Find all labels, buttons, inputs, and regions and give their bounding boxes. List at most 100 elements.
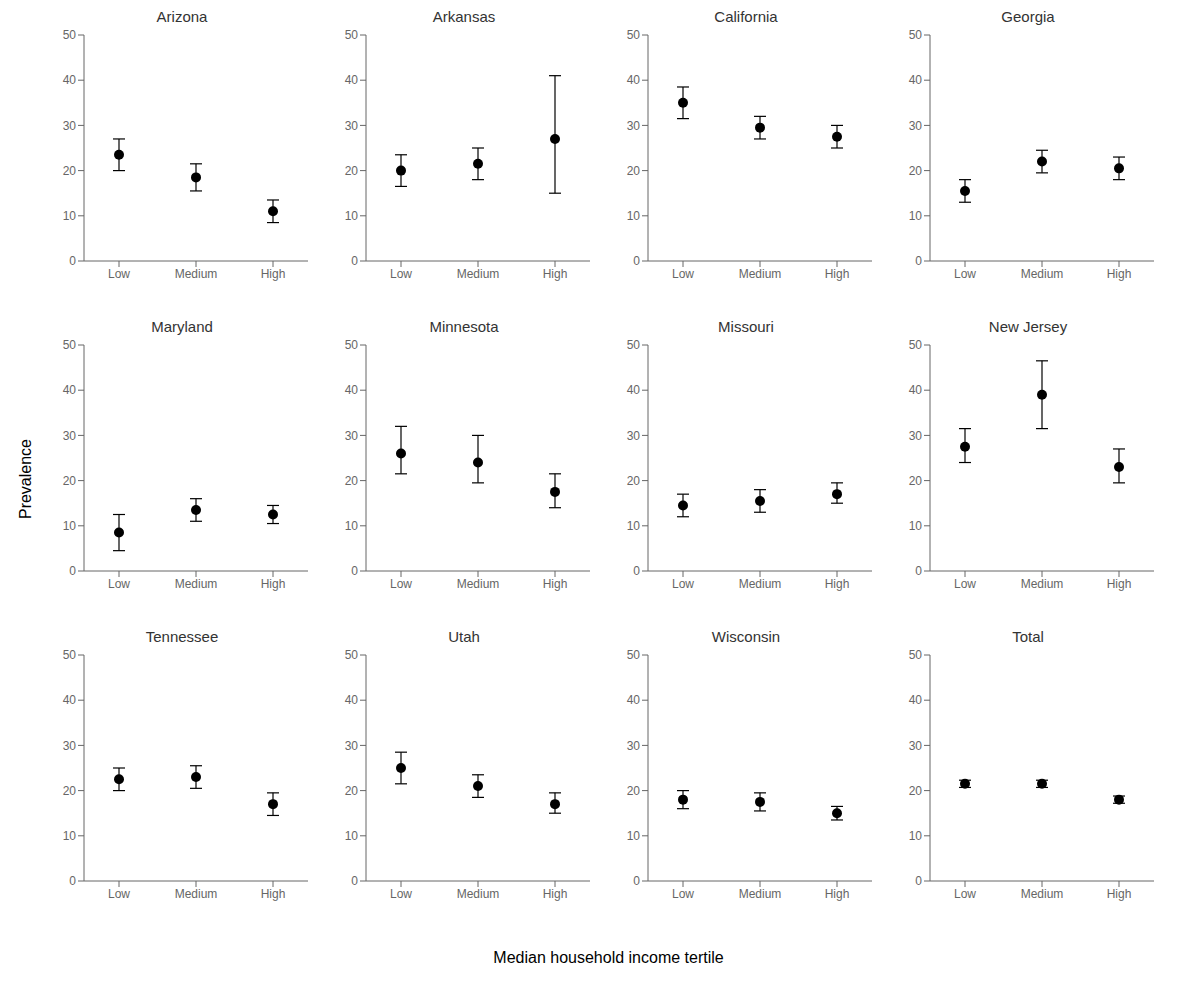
svg-text:40: 40: [627, 693, 641, 707]
svg-text:Medium: Medium: [457, 267, 500, 281]
svg-text:20: 20: [345, 474, 359, 488]
svg-text:10: 10: [345, 519, 359, 533]
svg-text:Low: Low: [108, 267, 130, 281]
svg-text:0: 0: [915, 564, 922, 578]
svg-text:50: 50: [63, 338, 77, 352]
svg-text:40: 40: [909, 693, 923, 707]
svg-text:50: 50: [627, 28, 641, 42]
svg-text:30: 30: [627, 739, 641, 753]
svg-text:0: 0: [69, 564, 76, 578]
svg-text:10: 10: [909, 209, 923, 223]
svg-text:0: 0: [69, 874, 76, 888]
svg-text:40: 40: [63, 693, 77, 707]
svg-text:50: 50: [909, 28, 923, 42]
svg-text:30: 30: [345, 429, 359, 443]
svg-text:50: 50: [345, 648, 359, 662]
svg-text:40: 40: [63, 383, 77, 397]
svg-text:10: 10: [63, 209, 77, 223]
svg-text:Medium: Medium: [175, 267, 218, 281]
svg-text:20: 20: [345, 164, 359, 178]
svg-text:Low: Low: [390, 267, 412, 281]
svg-text:50: 50: [909, 648, 923, 662]
svg-text:High: High: [543, 887, 568, 901]
svg-text:30: 30: [63, 429, 77, 443]
svg-text:10: 10: [909, 829, 923, 843]
svg-text:Medium: Medium: [1021, 577, 1064, 591]
svg-text:30: 30: [345, 119, 359, 133]
svg-text:Low: Low: [390, 887, 412, 901]
svg-text:10: 10: [909, 519, 923, 533]
svg-text:20: 20: [63, 474, 77, 488]
svg-text:Medium: Medium: [739, 267, 782, 281]
svg-text:40: 40: [909, 73, 923, 87]
svg-text:Low: Low: [672, 577, 694, 591]
svg-text:Medium: Medium: [457, 577, 500, 591]
svg-text:50: 50: [627, 648, 641, 662]
svg-text:High: High: [825, 267, 850, 281]
svg-text:30: 30: [627, 119, 641, 133]
svg-text:30: 30: [63, 119, 77, 133]
svg-text:10: 10: [345, 209, 359, 223]
svg-text:20: 20: [63, 164, 77, 178]
svg-text:30: 30: [909, 739, 923, 753]
svg-text:50: 50: [345, 28, 359, 42]
svg-text:Low: Low: [108, 887, 130, 901]
svg-text:Medium: Medium: [1021, 887, 1064, 901]
svg-text:40: 40: [345, 383, 359, 397]
svg-text:0: 0: [351, 254, 358, 268]
svg-text:High: High: [1107, 887, 1132, 901]
svg-text:0: 0: [633, 874, 640, 888]
svg-text:High: High: [261, 267, 286, 281]
svg-text:Medium: Medium: [739, 577, 782, 591]
svg-text:Low: Low: [108, 577, 130, 591]
svg-text:10: 10: [345, 829, 359, 843]
svg-text:20: 20: [909, 474, 923, 488]
svg-text:Medium: Medium: [175, 887, 218, 901]
svg-text:0: 0: [351, 874, 358, 888]
svg-text:20: 20: [345, 784, 359, 798]
svg-text:Low: Low: [672, 887, 694, 901]
svg-text:0: 0: [351, 564, 358, 578]
svg-text:50: 50: [63, 648, 77, 662]
svg-text:40: 40: [63, 73, 77, 87]
svg-text:10: 10: [627, 209, 641, 223]
svg-text:0: 0: [69, 254, 76, 268]
svg-text:0: 0: [633, 254, 640, 268]
svg-text:20: 20: [63, 784, 77, 798]
svg-text:50: 50: [627, 338, 641, 352]
svg-text:50: 50: [345, 338, 359, 352]
svg-text:40: 40: [627, 383, 641, 397]
svg-text:High: High: [543, 577, 568, 591]
svg-text:20: 20: [627, 164, 641, 178]
svg-text:10: 10: [627, 829, 641, 843]
svg-text:20: 20: [909, 164, 923, 178]
svg-text:Low: Low: [954, 887, 976, 901]
svg-text:Low: Low: [954, 577, 976, 591]
svg-text:30: 30: [909, 119, 923, 133]
svg-text:Medium: Medium: [175, 577, 218, 591]
svg-text:0: 0: [915, 254, 922, 268]
svg-text:Medium: Medium: [739, 887, 782, 901]
svg-text:Medium: Medium: [457, 887, 500, 901]
svg-text:High: High: [825, 577, 850, 591]
svg-text:0: 0: [915, 874, 922, 888]
svg-text:10: 10: [627, 519, 641, 533]
svg-text:20: 20: [627, 474, 641, 488]
svg-text:40: 40: [345, 73, 359, 87]
svg-text:40: 40: [909, 383, 923, 397]
svg-text:Low: Low: [954, 267, 976, 281]
svg-text:High: High: [1107, 267, 1132, 281]
svg-text:High: High: [825, 887, 850, 901]
svg-text:30: 30: [627, 429, 641, 443]
svg-text:Low: Low: [390, 577, 412, 591]
svg-text:30: 30: [909, 429, 923, 443]
svg-text:0: 0: [633, 564, 640, 578]
svg-text:30: 30: [345, 739, 359, 753]
svg-text:40: 40: [345, 693, 359, 707]
svg-text:50: 50: [909, 338, 923, 352]
svg-text:40: 40: [627, 73, 641, 87]
svg-text:20: 20: [909, 784, 923, 798]
svg-text:10: 10: [63, 519, 77, 533]
svg-text:20: 20: [627, 784, 641, 798]
svg-text:50: 50: [63, 28, 77, 42]
